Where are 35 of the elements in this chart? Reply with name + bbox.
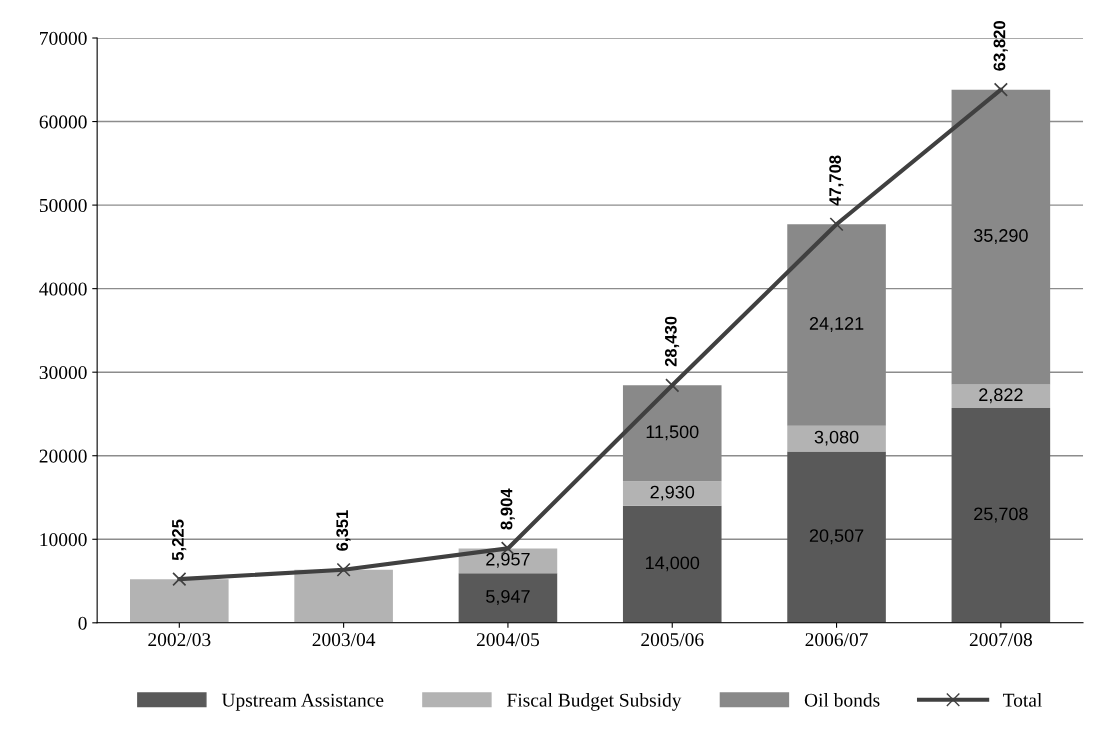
y-tick-label: 60000 bbox=[39, 115, 87, 129]
legend-label: Fiscal Budget Subsidy bbox=[507, 693, 682, 711]
data-label: 47,708 bbox=[829, 155, 844, 206]
data-label: 11,500 bbox=[646, 425, 699, 441]
data-label: 28,430 bbox=[664, 316, 680, 367]
x-tick-label: 2004/05 bbox=[476, 633, 540, 647]
y-tick-label: 20000 bbox=[39, 449, 87, 463]
x-tick-label: 2006/07 bbox=[805, 633, 868, 647]
y-tick-label: 70000 bbox=[40, 31, 87, 45]
legend-label: Upstream Assistance bbox=[221, 693, 384, 711]
data-label: 6,351 bbox=[336, 510, 351, 551]
x-tick-label: 2003/04 bbox=[312, 633, 376, 647]
data-label: 2,957 bbox=[486, 552, 530, 568]
x-tick-label: 2002/03 bbox=[148, 633, 211, 647]
data-label: 2,930 bbox=[650, 485, 695, 501]
data-label: 63,820 bbox=[993, 20, 1008, 71]
data-label: 20,507 bbox=[809, 529, 864, 545]
data-label: 8,904 bbox=[500, 488, 515, 530]
data-label: 35,290 bbox=[973, 229, 1028, 245]
y-tick-label: 30000 bbox=[39, 366, 87, 380]
data-label: 3,080 bbox=[814, 430, 859, 446]
legend-label: Oil bonds bbox=[804, 693, 880, 707]
data-label: 25,708 bbox=[974, 507, 1028, 523]
y-tick-label: 40000 bbox=[39, 282, 87, 296]
x-tick-label: 2005/06 bbox=[641, 633, 704, 647]
data-label: 2,822 bbox=[979, 388, 1023, 404]
legend-label: Total bbox=[1003, 693, 1042, 707]
y-tick-label: 10000 bbox=[40, 533, 87, 547]
data-label: 14,000 bbox=[646, 556, 700, 572]
y-tick-label: 0 bbox=[78, 616, 87, 630]
y-tick-label: 50000 bbox=[39, 198, 87, 213]
data-label: 24,121 bbox=[809, 317, 864, 332]
x-tick-label: 2007/08 bbox=[969, 633, 1032, 647]
data-label: 5,225 bbox=[171, 519, 187, 561]
data-label: 5,947 bbox=[486, 590, 530, 605]
